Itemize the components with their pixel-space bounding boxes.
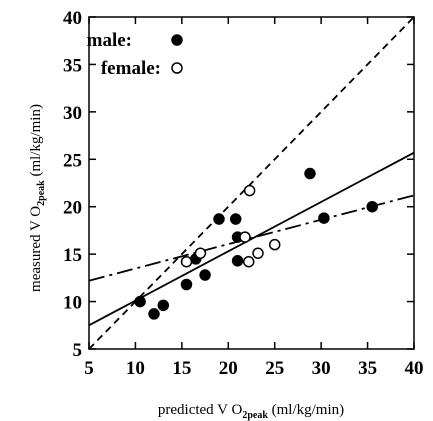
data-point-female — [239, 231, 251, 243]
y-axis-title-suffix: (ml/kg/min) — [28, 104, 44, 180]
data-point-female — [243, 184, 256, 197]
data-point-female — [252, 247, 264, 259]
data-point-female — [268, 238, 281, 251]
data-point-male — [366, 200, 378, 213]
x-tick-label: 20 — [219, 358, 238, 379]
legend-marker-female — [171, 62, 183, 74]
x-axis-tick-labels: 5 10 15 20 25 30 35 40 — [84, 358, 423, 379]
x-axis-title-suffix: (ml/kg/min) — [268, 402, 344, 418]
data-point-male — [229, 213, 242, 225]
y-tick-label: 40 — [63, 8, 82, 29]
y-axis-title-subscript: 2peak — [36, 180, 47, 206]
data-point-male — [318, 212, 330, 224]
plot-border — [88, 16, 415, 350]
x-axis-ticks — [88, 17, 415, 349]
data-point-female — [180, 255, 193, 268]
data-point-female — [242, 255, 255, 268]
y-tick-label: 20 — [63, 198, 82, 219]
x-tick-label: 30 — [312, 358, 331, 379]
data-point-male — [231, 255, 244, 267]
y-tick-label: 35 — [63, 55, 82, 76]
y-tick-label: 10 — [63, 293, 82, 314]
y-tick-label: 5 — [73, 340, 83, 361]
data-point-male — [180, 278, 193, 291]
identity-line-dashed — [88, 16, 415, 350]
x-tick-label: 25 — [265, 358, 284, 379]
data-point-male — [304, 167, 316, 180]
x-axis-title-prefix: predicted V O — [158, 402, 243, 418]
legend-marker-male — [171, 34, 183, 46]
x-tick-label: 40 — [405, 358, 424, 379]
y-tick-label: 25 — [63, 150, 82, 171]
data-point-male — [148, 308, 160, 320]
y-axis-title: measured V O2peak (ml/kg/min) — [28, 104, 47, 292]
y-tick-label: 30 — [63, 103, 82, 124]
data-point-female — [194, 247, 207, 259]
x-tick-label: 15 — [172, 358, 191, 379]
data-point-male — [157, 299, 170, 312]
x-axis-title: predicted V O2peak (ml/kg/min) — [158, 402, 344, 421]
data-point-male — [134, 295, 146, 308]
legend: male: female: — [87, 30, 183, 79]
regression-line-solid — [88, 151, 415, 327]
plot-frame — [88, 16, 415, 350]
regression-line-dash-dot — [88, 194, 415, 282]
legend-label-female: female: — [101, 58, 161, 79]
x-tick-label: 35 — [358, 358, 377, 379]
y-axis-title-prefix: measured V O — [28, 206, 44, 292]
x-tick-label: 10 — [126, 358, 145, 379]
y-axis-tick-labels: 5 10 15 20 25 30 35 40 — [63, 8, 82, 361]
x-axis-title-subscript: 2peak — [242, 410, 268, 421]
y-tick-label: 15 — [63, 245, 82, 266]
data-points — [134, 167, 378, 320]
x-tick-label: 5 — [84, 358, 94, 379]
data-point-male — [199, 269, 211, 281]
legend-label-male: male: — [87, 30, 132, 51]
reference-lines — [88, 16, 415, 350]
data-point-male — [213, 213, 225, 225]
